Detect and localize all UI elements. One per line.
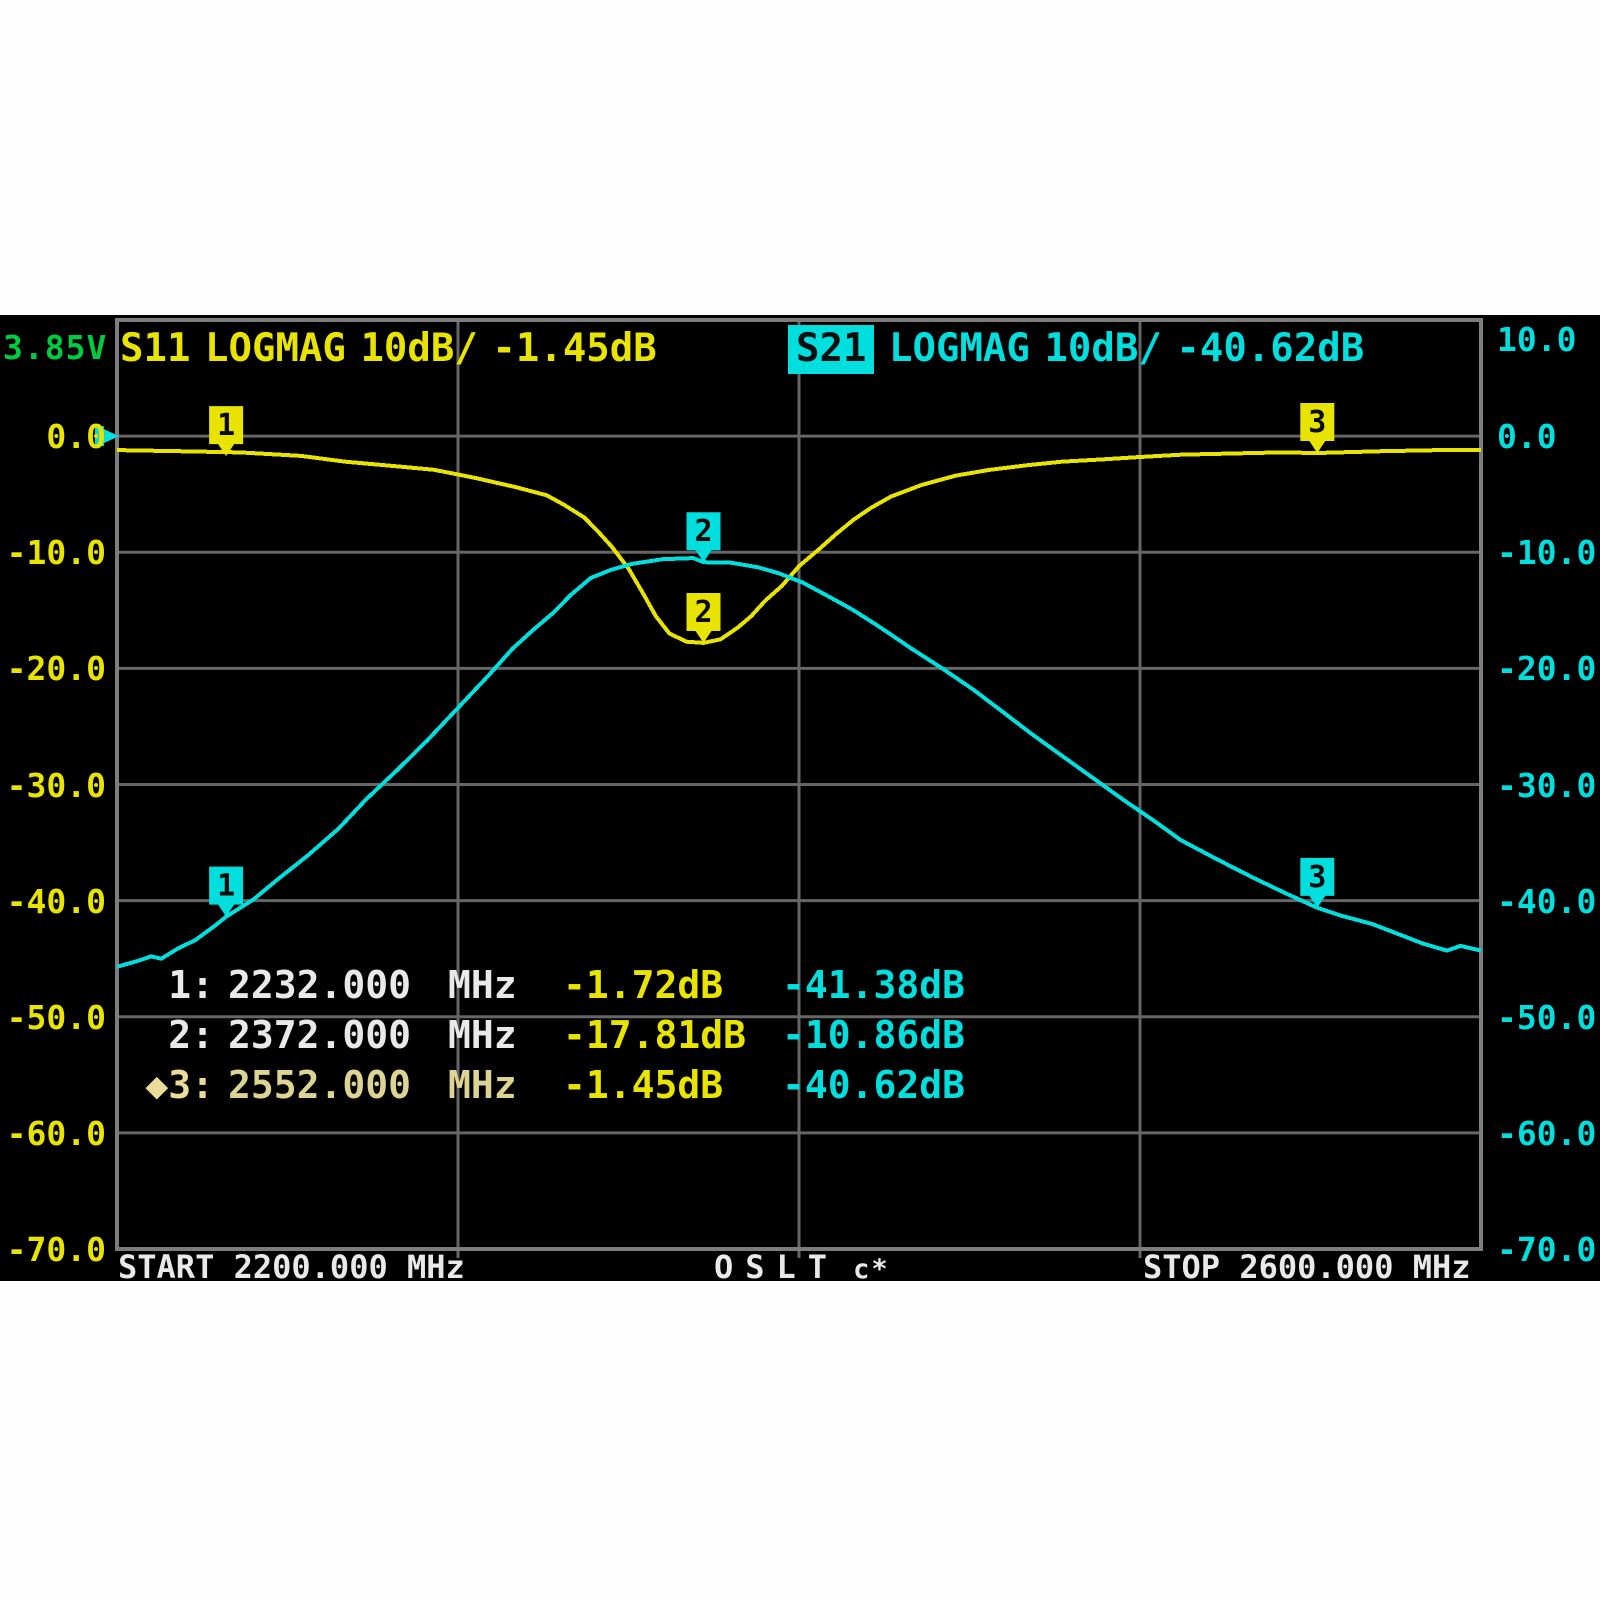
marker-flag-number: 2 bbox=[694, 514, 712, 549]
marker-row: ◆3: 2552.000 MHz -1.45dB -40.62dB bbox=[0, 1066, 1600, 1116]
marker-unit: MHz bbox=[448, 1063, 517, 1107]
s11-trace bbox=[116, 448, 1481, 645]
s21-scale: 10dB/ bbox=[1044, 326, 1162, 371]
left-axis-label: -20.0 bbox=[6, 649, 106, 689]
grid-border bbox=[115, 318, 1483, 1251]
s21-value: -40.62dB bbox=[1176, 326, 1365, 371]
s11-scale: 10dB/ bbox=[360, 326, 478, 371]
marker-flag[interactable] bbox=[209, 406, 244, 457]
marker-s21-value: -41.38dB bbox=[782, 963, 966, 1007]
s21-name-selected[interactable]: S21 bbox=[788, 325, 875, 374]
marker-flag-number: 1 bbox=[217, 408, 235, 443]
marker-row: 1: 2232.000 MHz -1.72dB -41.38dB bbox=[0, 966, 1600, 1016]
left-axis-label: -10.0 bbox=[6, 533, 106, 573]
reference-level-arrow[interactable] bbox=[95, 426, 119, 447]
s21-mode: LOGMAG bbox=[889, 326, 1030, 371]
marker-flag[interactable] bbox=[209, 866, 244, 917]
marker-flag-number: 1 bbox=[217, 869, 235, 904]
marker-unit: MHz bbox=[448, 1013, 517, 1057]
marker-index: 1: bbox=[168, 963, 214, 1007]
marker-frequency: 2372.000 bbox=[228, 1013, 412, 1057]
marker-s11-value: -1.72dB bbox=[563, 963, 724, 1007]
stop-frequency: STOP 2600.000 MHz bbox=[1143, 1248, 1471, 1286]
marker-flag[interactable] bbox=[686, 512, 721, 563]
right-axis-label: 0.0 bbox=[1497, 417, 1557, 457]
right-axis-label: -20.0 bbox=[1497, 649, 1597, 689]
left-axis-label: -70.0 bbox=[6, 1230, 106, 1269]
marker-s21-value: -10.86dB bbox=[782, 1013, 966, 1057]
trace-s21-label[interactable]: S21 LOGMAG 10dB/ -40.62dB bbox=[788, 325, 1365, 374]
cal-flags: c* bbox=[853, 1254, 890, 1285]
marker-s11-value: -17.81dB bbox=[563, 1013, 747, 1057]
marker-s21-value: -40.62dB bbox=[782, 1063, 966, 1107]
calibration-status: OSLT c* bbox=[714, 1251, 890, 1283]
marker-index: 2: bbox=[168, 1013, 214, 1057]
right-axis-label: -10.0 bbox=[1497, 533, 1597, 573]
marker-frequency: 2232.000 bbox=[228, 963, 412, 1007]
left-axis-label: -30.0 bbox=[6, 765, 106, 805]
cal-method: OSLT bbox=[714, 1248, 840, 1286]
marker-row: 2: 2372.000 MHz -17.81dB -10.86dB bbox=[0, 1016, 1600, 1066]
right-axis-label: -70.0 bbox=[1497, 1230, 1597, 1269]
left-axis-label: -40.0 bbox=[6, 881, 106, 921]
marker-flag-number: 3 bbox=[1308, 860, 1326, 895]
trace-s11-label[interactable]: S11 LOGMAG 10dB/ -1.45dB bbox=[120, 329, 657, 368]
left-axis-label: 0.0 bbox=[46, 417, 106, 457]
marker-frequency: 2552.000 bbox=[228, 1063, 412, 1107]
marker-index: ◆3: bbox=[145, 1063, 214, 1107]
left-axis-label: -50.0 bbox=[6, 997, 106, 1037]
battery-voltage: 3.85V bbox=[3, 328, 108, 367]
marker-s11-value: -1.45dB bbox=[563, 1063, 724, 1107]
marker-flag-number: 3 bbox=[1308, 405, 1326, 440]
s21-trace bbox=[116, 556, 1482, 969]
marker-unit: MHz bbox=[448, 963, 517, 1007]
s11-value: -1.45dB bbox=[492, 326, 657, 371]
s11-name[interactable]: S11 bbox=[120, 326, 191, 371]
right-axis-label: -50.0 bbox=[1497, 997, 1597, 1037]
s11-mode: LOGMAG bbox=[205, 326, 346, 371]
right-axis-label: -60.0 bbox=[1497, 1113, 1597, 1153]
marker-flag[interactable] bbox=[686, 592, 721, 643]
marker-flag[interactable] bbox=[1300, 857, 1335, 908]
marker-flag-number: 2 bbox=[694, 595, 712, 630]
right-axis-label: -30.0 bbox=[1497, 765, 1597, 805]
right-axis-label: -40.0 bbox=[1497, 881, 1597, 921]
left-axis-label: -60.0 bbox=[6, 1113, 106, 1153]
start-frequency: START 2200.000 MHz bbox=[118, 1248, 465, 1286]
marker-flag[interactable] bbox=[1300, 402, 1335, 453]
right-axis-label: 10.0 bbox=[1497, 320, 1577, 359]
